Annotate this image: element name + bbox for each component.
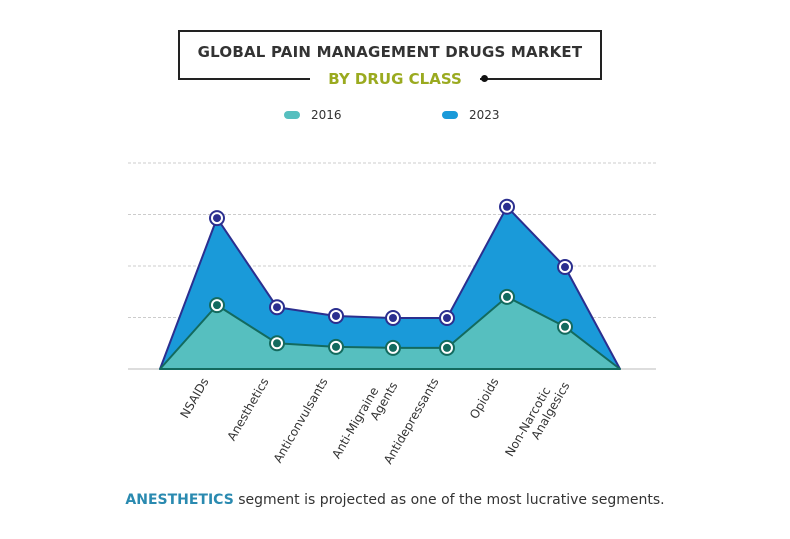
legend-swatch-2023 — [442, 111, 458, 119]
x-tick-label: NSAIDs — [177, 376, 211, 421]
data-point-center-2023 — [332, 311, 340, 320]
data-point-center-2016 — [273, 339, 281, 348]
data-point-center-2023 — [273, 303, 281, 312]
data-point-center-2023 — [389, 314, 397, 323]
data-point-center-2016 — [213, 301, 221, 310]
x-tick-label: Anesthetics — [224, 376, 271, 444]
subtitle-wrap: BY DRUG CLASS — [310, 67, 480, 91]
data-point-center-2016 — [389, 343, 397, 352]
footer-highlight: ANESTHETICS — [125, 492, 234, 508]
chart-subtitle: BY DRUG CLASS — [328, 70, 462, 88]
x-tick-label: Opioids — [467, 376, 502, 422]
footer-text: segment is projected as one of the most … — [233, 492, 665, 508]
data-point-center-2023 — [213, 214, 221, 223]
legend-label-2023: 2023 — [469, 108, 500, 122]
data-point-center-2023 — [443, 314, 451, 323]
decorative-dot — [481, 75, 488, 82]
data-point-center-2023 — [561, 263, 569, 272]
data-point-center-2023 — [503, 202, 511, 211]
legend-label-2016: 2016 — [311, 108, 342, 122]
legend-swatch-2016 — [284, 111, 300, 119]
footer-note: ANESTHETICS segment is projected as one … — [0, 492, 790, 508]
x-tick-label: Anticonvulsants — [271, 376, 331, 466]
data-point-center-2016 — [503, 292, 511, 301]
data-point-center-2016 — [561, 322, 569, 331]
data-point-center-2016 — [443, 343, 451, 352]
data-point-center-2016 — [332, 342, 340, 351]
chart-title: GLOBAL PAIN MANAGEMENT DRUGS MARKET — [197, 43, 583, 61]
x-tick-label: Non-NarcoticAnalgesics — [502, 373, 572, 467]
